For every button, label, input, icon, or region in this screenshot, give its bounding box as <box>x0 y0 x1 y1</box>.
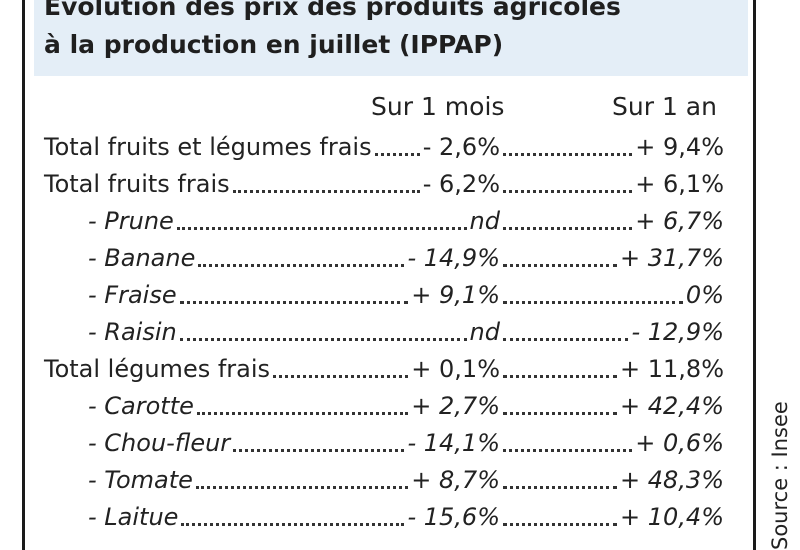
month-value: nd <box>469 207 500 235</box>
table-row: - Chou-fleur - 14,1% + 0,6% <box>0 426 760 463</box>
row-label: Total fruits frais <box>44 170 230 198</box>
row-label: - Laitue <box>88 503 179 531</box>
month-value: - 15,6% <box>407 503 500 531</box>
table-row: - Prune nd + 6,7% <box>0 204 760 241</box>
leader-dots <box>503 449 633 452</box>
row-label: Total fruits et légumes frais <box>44 133 372 161</box>
leader-dots <box>503 227 633 230</box>
leader-dots <box>503 153 633 156</box>
month-value: + 9,1% <box>411 281 500 309</box>
row-label: - Tomate <box>88 466 193 494</box>
year-value: + 9,4% <box>635 133 724 161</box>
table-row: - Raisin nd - 12,9% <box>0 315 760 352</box>
row-label: Total légumes frais <box>44 355 271 383</box>
leader-dots <box>503 523 618 526</box>
leader-dots <box>503 375 618 378</box>
year-value: + 48,3% <box>620 466 724 494</box>
leader-dots <box>179 301 409 304</box>
column-header-year: Sur 1 an <box>612 92 717 121</box>
leader-dots <box>503 301 683 304</box>
leader-dots <box>503 190 633 193</box>
table-row: - Laitue - 15,6% + 10,4% <box>0 500 760 537</box>
month-value: + 8,7% <box>411 466 500 494</box>
leader-dots <box>198 264 405 267</box>
leader-dots <box>503 486 618 489</box>
source-note: Source : Insee <box>763 380 797 550</box>
month-value: + 0,1% <box>411 355 500 383</box>
row-label: - Raisin <box>88 318 177 346</box>
year-value: + 42,4% <box>620 392 724 420</box>
year-value: - 12,9% <box>631 318 724 346</box>
table-row: - Fraise + 9,1% 0% <box>0 278 760 315</box>
month-value: - 14,9% <box>407 244 500 272</box>
leader-dots <box>374 153 420 156</box>
month-value: nd <box>469 318 500 346</box>
table-row: - Carotte + 2,7% + 42,4% <box>0 389 760 426</box>
leader-dots <box>179 338 467 341</box>
frame-left-border <box>22 0 25 550</box>
leader-dots <box>233 449 405 452</box>
frame-right-border <box>753 0 756 550</box>
row-label: - Prune <box>88 207 174 235</box>
table-row: - Banane - 14,9% + 31,7% <box>0 241 760 278</box>
row-label: - Chou-fleur <box>88 429 231 457</box>
row-label: - Fraise <box>88 281 177 309</box>
table-row: Total fruits et légumes frais - 2,6% + 9… <box>0 130 760 167</box>
source-text: Source : Insee <box>768 401 792 550</box>
leader-dots <box>503 338 629 341</box>
title-box: Évolution des prix des produits agricole… <box>34 0 748 76</box>
year-value: + 6,7% <box>635 207 724 235</box>
year-value: + 6,1% <box>635 170 724 198</box>
leader-dots <box>195 486 409 489</box>
title-line-1: Évolution des prix des produits agricole… <box>44 0 621 21</box>
title-line-2: à la production en juillet (IPPAP) <box>44 30 504 59</box>
year-value: + 0,6% <box>635 429 724 457</box>
month-value: - 2,6% <box>422 133 500 161</box>
year-value: 0% <box>685 281 724 309</box>
row-label: - Carotte <box>88 392 194 420</box>
table-row: - Tomate + 8,7% + 48,3% <box>0 463 760 500</box>
leader-dots <box>232 190 420 193</box>
month-value: + 2,7% <box>411 392 500 420</box>
year-value: + 10,4% <box>620 503 724 531</box>
leader-dots <box>196 412 409 415</box>
year-value: + 11,8% <box>620 355 724 383</box>
leader-dots <box>503 264 618 267</box>
leader-dots <box>273 375 409 378</box>
year-value: + 31,7% <box>620 244 724 272</box>
row-label: - Banane <box>88 244 196 272</box>
table-row: Total fruits frais - 6,2% + 6,1% <box>0 167 760 204</box>
table-row: Total légumes frais + 0,1% + 11,8% <box>0 352 760 389</box>
leader-dots <box>176 227 467 230</box>
leader-dots <box>503 412 618 415</box>
leader-dots <box>181 523 405 526</box>
column-header-month: Sur 1 mois <box>371 92 505 121</box>
month-value: - 14,1% <box>407 429 500 457</box>
month-value: - 6,2% <box>422 170 500 198</box>
